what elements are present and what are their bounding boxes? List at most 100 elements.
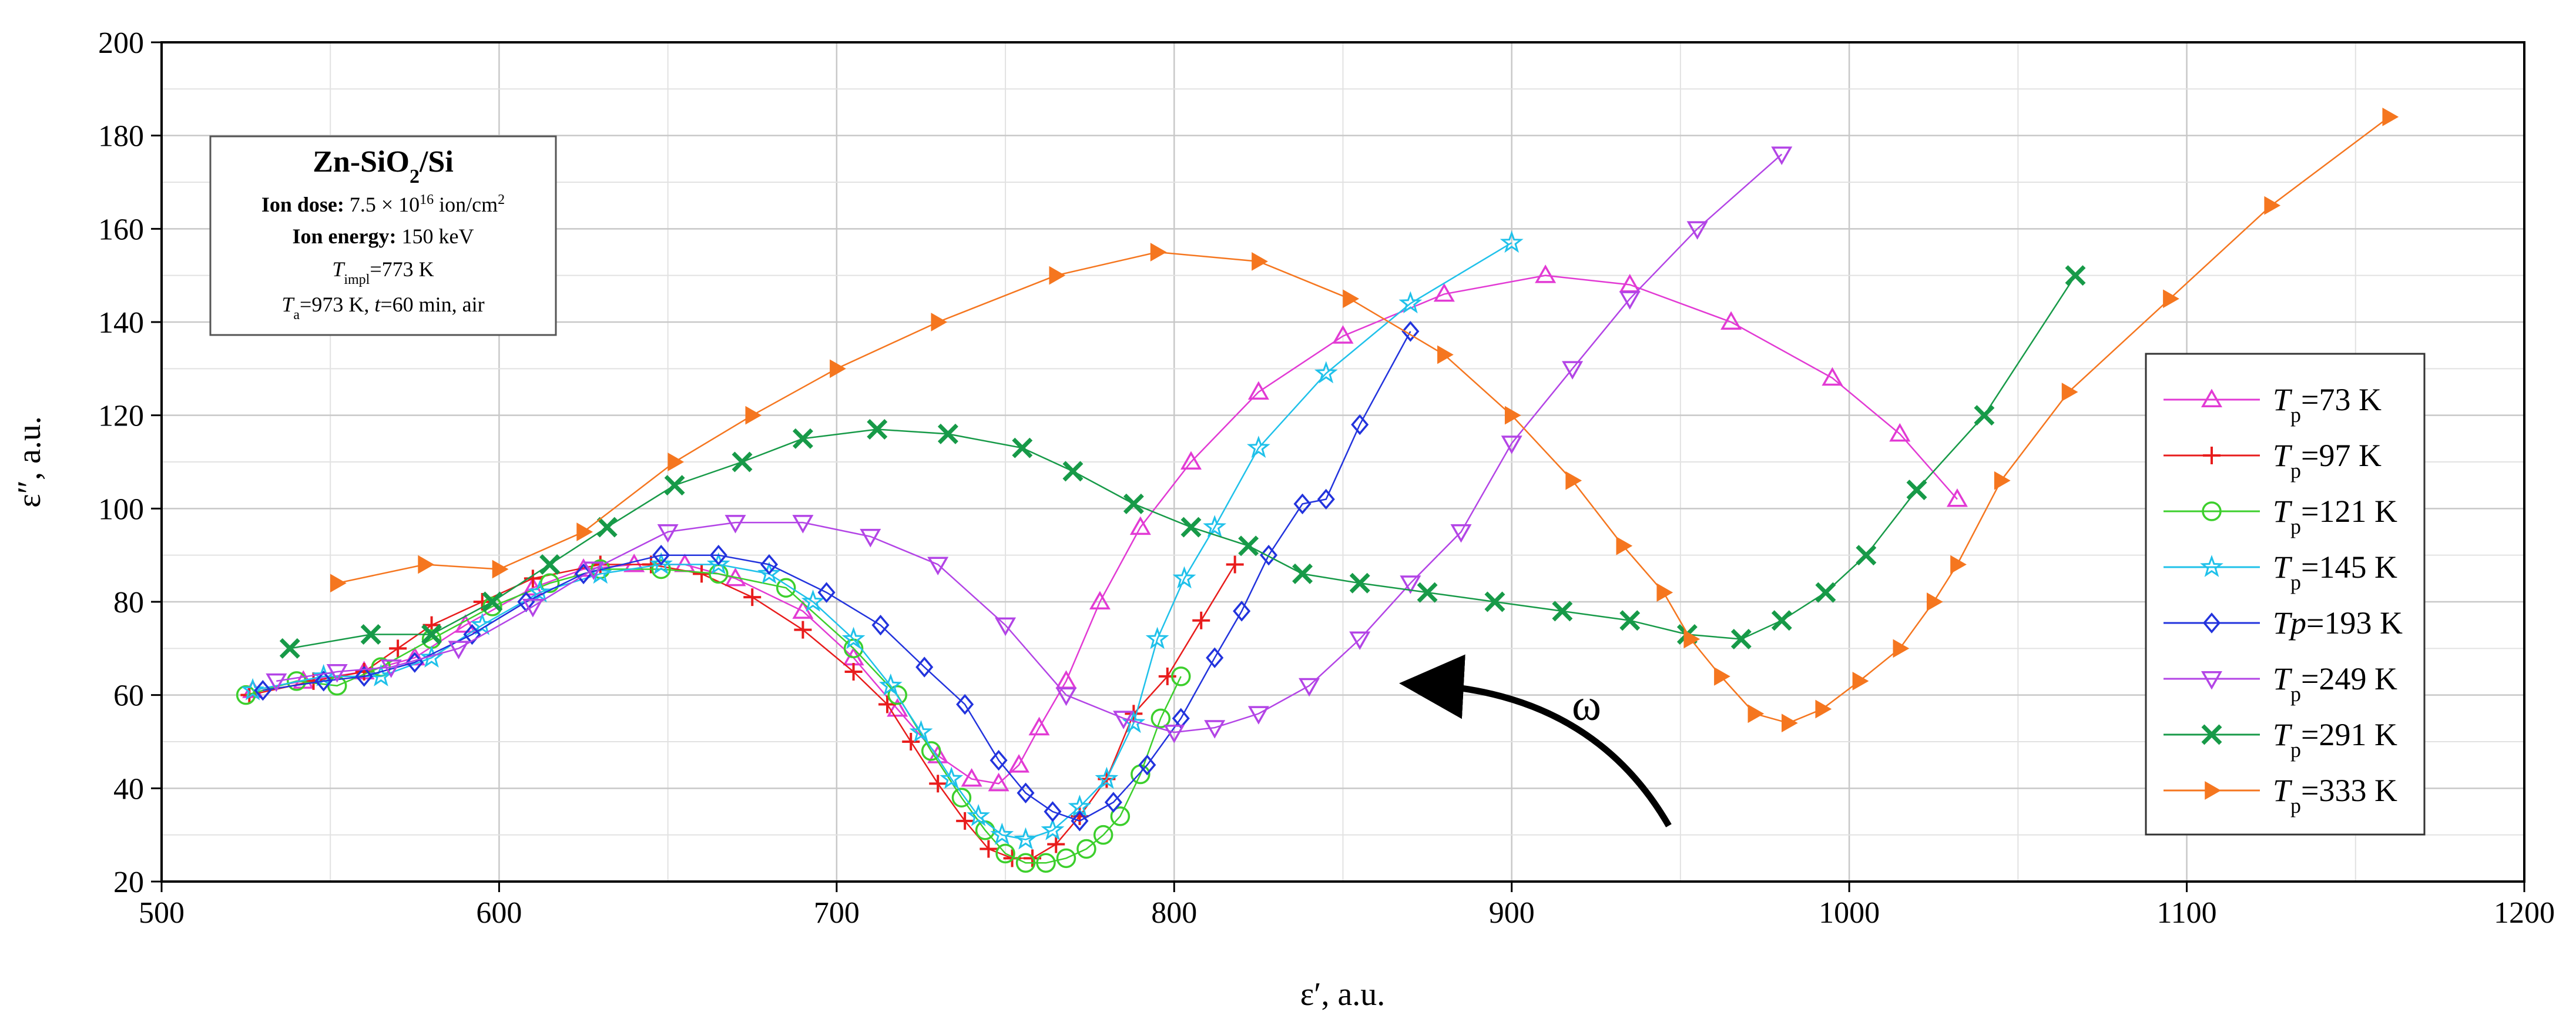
- data-point: [1552, 601, 1573, 622]
- legend-label-sub: p: [2290, 682, 2301, 706]
- data-point: [1771, 146, 1793, 165]
- data-point: [1163, 725, 1185, 743]
- y-tick-label: 200: [98, 26, 144, 60]
- info-box-frame: [209, 135, 557, 336]
- data-point: [652, 544, 670, 566]
- data-point: [1852, 672, 1869, 691]
- data-point: [1815, 699, 1832, 719]
- info-title-end: /Si: [419, 145, 454, 179]
- legend-item-4: Tp=193 K: [2164, 605, 2403, 641]
- data-point: [693, 565, 711, 583]
- x-tick-label: 1100: [2157, 896, 2217, 930]
- data-point: [1192, 611, 1210, 629]
- data-point: [887, 685, 908, 705]
- data-point: [1747, 704, 1765, 723]
- series-5: [266, 146, 1793, 743]
- x-tick-label: 700: [814, 896, 860, 930]
- legend-label-T: T: [2273, 549, 2293, 585]
- legend-label: Tp=333 K: [2273, 773, 2397, 817]
- data-point: [314, 671, 333, 692]
- data-point: [1089, 591, 1111, 609]
- legend-swatch-marker: [2201, 671, 2223, 690]
- data-point: [792, 515, 814, 534]
- data-point: [1110, 806, 1131, 826]
- info-title: Zn-SiO2/Si: [313, 145, 454, 187]
- info-timpl: Timpl=773 K: [332, 257, 434, 287]
- legend-label: Tp=73 K: [2273, 382, 2382, 427]
- legend-label-value: =145 K: [2301, 549, 2397, 585]
- legend-label-T: Tp: [2273, 605, 2306, 641]
- y-axis-label: ε″, a.u.: [11, 416, 48, 508]
- data-point: [1150, 243, 1167, 262]
- data-point: [1071, 810, 1089, 832]
- legend-label-sub: p: [2290, 794, 2301, 817]
- data-point: [860, 528, 881, 548]
- info-anneal-value: =973 K,: [300, 293, 374, 316]
- data-point: [1204, 720, 1226, 739]
- data-point: [921, 741, 941, 761]
- data-point: [651, 559, 671, 579]
- data-point: [1683, 629, 1700, 649]
- data-point: [1047, 835, 1065, 853]
- data-point: [1781, 713, 1798, 733]
- data-point: [1400, 575, 1421, 594]
- data-point: [241, 678, 265, 701]
- data-point: [1247, 706, 1269, 725]
- data-point: [990, 750, 1008, 771]
- data-point: [1565, 471, 1582, 490]
- legend-swatch-marker: [2200, 555, 2223, 577]
- data-point: [745, 406, 762, 425]
- info-anneal-rest: =60 min, air: [380, 293, 484, 316]
- data-point: [1619, 610, 1641, 631]
- data-point: [1095, 766, 1119, 789]
- series-4: [254, 321, 1420, 832]
- data-point: [266, 673, 287, 692]
- data-point: [909, 720, 933, 743]
- data-point: [792, 428, 813, 449]
- legend-label: Tp=97 K: [2273, 438, 2382, 483]
- data-point: [2061, 383, 2078, 401]
- data-point: [1351, 414, 1369, 435]
- data-point: [1299, 678, 1320, 697]
- y-tick-label: 140: [98, 306, 144, 340]
- data-point: [1500, 230, 1524, 253]
- data-point: [287, 671, 307, 691]
- data-point: [380, 659, 402, 678]
- data-point: [1180, 451, 1202, 470]
- data-point: [724, 567, 746, 587]
- legend-label-value: =97 K: [2301, 438, 2382, 473]
- data-point: [1041, 817, 1065, 840]
- info-dose-value: 7.5 × 10: [344, 193, 420, 216]
- data-point: [1314, 361, 1338, 384]
- data-point: [1138, 754, 1156, 776]
- legend-item-6: Tp=291 K: [2164, 717, 2397, 762]
- omega-annotation: ω: [1399, 654, 1672, 827]
- legend-label: Tp=145 K: [2273, 549, 2397, 594]
- data-point: [980, 840, 998, 858]
- data-point: [2163, 289, 2179, 309]
- series-layer: [236, 108, 2399, 873]
- x-tick-label: 900: [1489, 896, 1535, 930]
- info-timpl-value: =773 K: [370, 257, 434, 281]
- legend-item-2: Tp=121 K: [2164, 494, 2397, 538]
- legend-label: Tp=249 K: [2273, 661, 2397, 706]
- data-point: [1401, 321, 1420, 342]
- data-point: [1076, 839, 1096, 859]
- data-point: [664, 475, 685, 496]
- omega-arrow: [1399, 654, 1672, 827]
- data-point: [844, 663, 863, 681]
- data-point: [1889, 423, 1911, 442]
- data-point: [937, 423, 958, 444]
- data-point: [1771, 610, 1792, 631]
- data-point: [1562, 361, 1584, 380]
- data-point: [1260, 544, 1278, 566]
- data-point: [794, 621, 812, 639]
- legend-label: Tp=121 K: [2273, 494, 2397, 538]
- data-point: [1017, 782, 1035, 803]
- data-point: [1332, 325, 1354, 344]
- data-point: [817, 582, 836, 603]
- data-point: [760, 554, 779, 575]
- data-point: [1171, 666, 1191, 686]
- x-tick-label: 800: [1151, 896, 1197, 930]
